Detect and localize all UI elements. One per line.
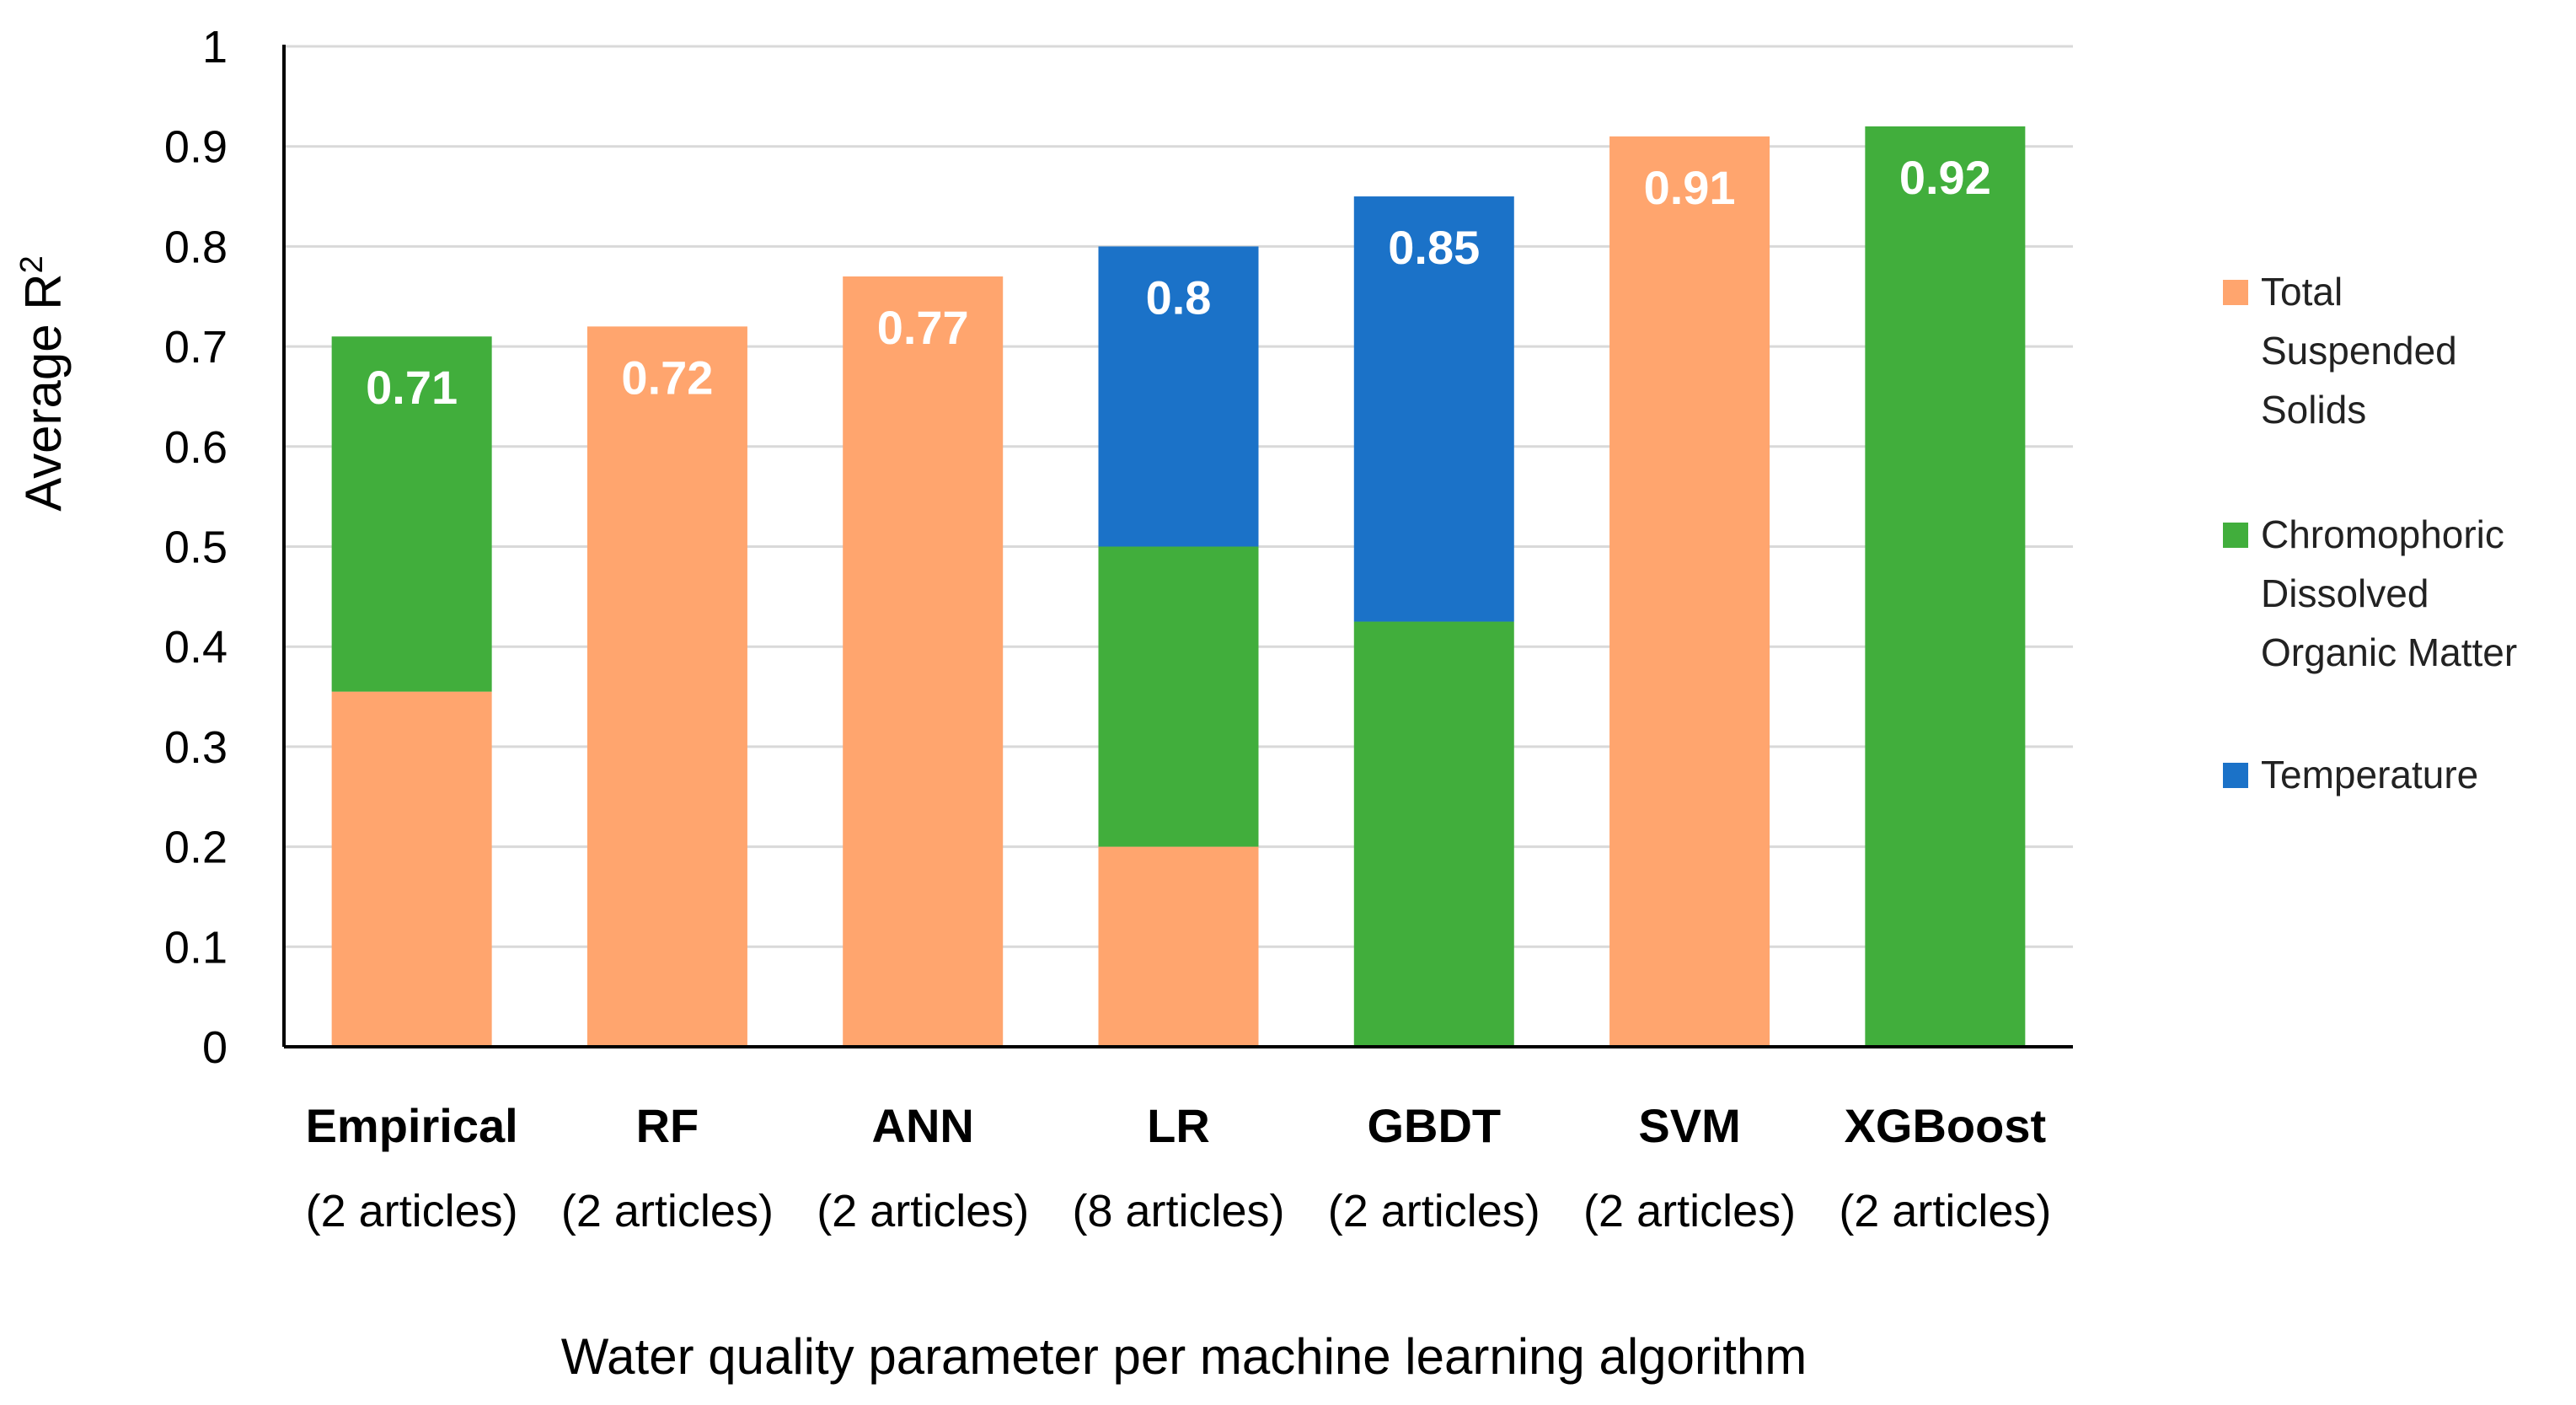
x-category-label: SVM [1638,1099,1740,1152]
x-category-label: RF [636,1099,699,1152]
x-category-labels: Empirical (2 articles) RF (2 articles) ANN (2… [306,1099,2052,1236]
bar-xgboost-chromophoric-dissolved-organic-matter [1865,126,2026,1048]
data-label: 0.85 [1388,221,1480,274]
legend-swatch [2223,763,2248,788]
x-category-label: ANN [872,1099,974,1152]
y-tick-label: 0.1 [164,922,228,973]
legend-label: Chromophoric [2261,512,2504,556]
data-label: 0.77 [877,301,969,354]
y-tick-label: 0.3 [164,722,228,773]
axes [282,45,2073,1048]
bar-empirical-total-suspended-solids [331,691,492,1047]
data-label: 0.91 [1644,161,1736,214]
legend-swatch [2223,280,2248,305]
bar-lr-chromophoric-dissolved-organic-matter [1098,546,1259,847]
y-tick-label: 0.6 [164,422,228,473]
y-tick-label: 0.9 [164,122,228,173]
legend: Total Suspended Solids Chromophoric Dissolve… [2223,270,2517,796]
data-label: 0.92 [1899,151,1991,204]
x-category-sublabel: (2 articles) [1839,1186,2051,1236]
x-category-sublabel: (2 articles) [1328,1186,1540,1236]
y-tick-label: 0 [202,1022,228,1073]
data-label: 0.8 [1146,271,1212,324]
x-category-sublabel: (2 articles) [1583,1186,1796,1236]
x-category-label: GBDT [1367,1099,1501,1152]
legend-label: Total [2261,270,2343,314]
data-labels: 0.71 0.72 0.77 0.8 0.85 0.91 0.92 [366,151,1991,414]
x-category-sublabel: (2 articles) [817,1186,1029,1236]
bar-empirical-chromophoric-dissolved-organic-matter [331,336,492,692]
y-tick-label: 0.7 [164,322,228,373]
x-category-sublabel: (2 articles) [306,1186,518,1236]
bar-rf-total-suspended-solids [586,326,747,1047]
legend-label: Dissolved [2261,571,2429,615]
x-category-sublabel: (2 articles) [561,1186,774,1236]
legend-label: Organic Matter [2261,630,2517,674]
legend-label: Solids [2261,388,2366,432]
x-category-label: XGBoost [1845,1099,2047,1152]
bar-svm-total-suspended-solids [1609,136,1770,1048]
y-tick-label: 0.2 [164,823,228,873]
y-tick-label: 0.5 [164,523,228,573]
legend-label: Suspended [2261,329,2457,373]
y-tick-label: 1 [202,22,228,72]
legend-label: Temperature [2261,753,2478,796]
bar-gbdt-temperature [1353,196,1514,622]
y-axis-title: Average R2 [14,255,72,512]
bar-lr-total-suspended-solids [1098,846,1259,1047]
legend-swatch [2223,523,2248,548]
bars [331,126,2026,1048]
bar-gbdt-chromophoric-dissolved-organic-matter [1353,621,1514,1047]
x-category-label: LR [1147,1099,1210,1152]
x-axis-title: Water quality parameter per machine lear… [561,1328,1807,1385]
bar-lr-temperature [1098,246,1259,547]
y-tick-label: 0.8 [164,222,228,272]
y-tick-label: 0.4 [164,622,228,673]
x-category-label: Empirical [306,1099,518,1152]
bar-ann-total-suspended-solids [843,276,1004,1047]
x-category-sublabel: (8 articles) [1072,1186,1284,1236]
data-label: 0.72 [621,351,713,404]
y-tick-labels: 0 0.1 0.2 0.3 0.4 0.5 0.6 0.7 0.8 0.9 1 [164,22,228,1073]
data-label: 0.71 [366,361,458,414]
